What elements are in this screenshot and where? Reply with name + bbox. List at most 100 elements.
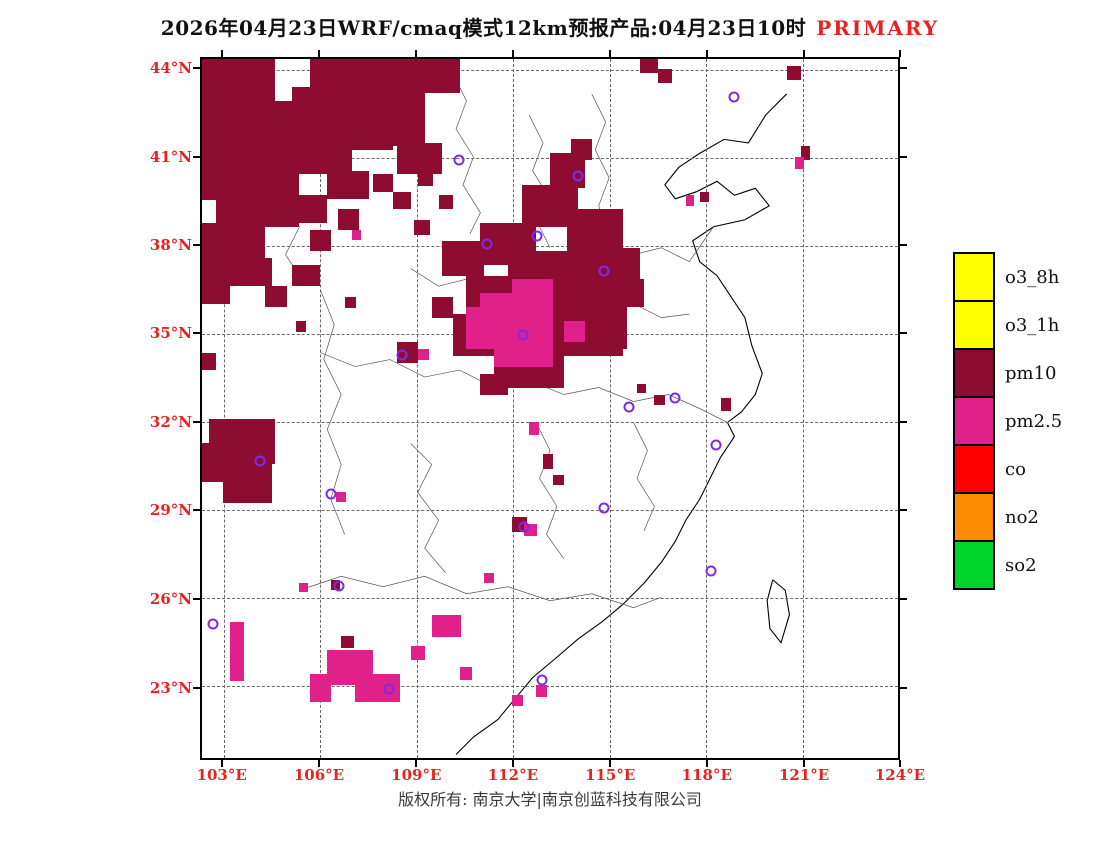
legend-item: o3_1h <box>953 300 1062 350</box>
pm10-patch <box>309 230 331 252</box>
legend-label: pm10 <box>1005 362 1057 384</box>
lat-tick-label: 23°N <box>149 678 192 697</box>
pm10-patch <box>365 118 425 147</box>
pm25-patch <box>511 695 523 707</box>
pm25-patch <box>299 583 309 593</box>
pm10-patch <box>431 296 453 318</box>
legend-swatch-o3_1h <box>953 300 995 350</box>
pm10-patch <box>654 394 665 405</box>
lat-gridline <box>202 70 898 72</box>
pm10-patch <box>657 69 672 84</box>
pm25-patch <box>529 422 539 436</box>
lat-tick-left <box>193 243 200 246</box>
station-markers <box>202 59 898 758</box>
station-marker <box>669 392 681 404</box>
station-marker <box>333 580 345 592</box>
legend-label: co <box>1005 458 1026 480</box>
pm25-patch <box>511 279 554 301</box>
province-border <box>634 422 655 530</box>
legend-label: pm2.5 <box>1005 410 1063 432</box>
lon-gridline <box>320 59 322 758</box>
legend-label: no2 <box>1005 506 1039 528</box>
coastline <box>456 94 787 755</box>
station-marker <box>453 154 465 166</box>
pm10-patch <box>202 59 276 105</box>
lon-tick-label: 121°E <box>778 766 830 784</box>
legend: o3_8h o3_1h pm10 pm2.5 co no2 so2 <box>953 252 1062 590</box>
legend-swatch-pm10 <box>953 348 995 398</box>
legend-item: so2 <box>953 540 1062 590</box>
lon-tick-top <box>318 50 320 57</box>
lon-gridline <box>513 59 515 758</box>
lon-tick-bottom <box>609 760 612 767</box>
legend-swatch-no2 <box>953 492 995 542</box>
lat-tick-label: 41°N <box>149 147 192 166</box>
lat-tick-right <box>900 332 907 335</box>
pm10-patch <box>720 398 731 411</box>
lat-gridline <box>202 597 898 599</box>
lon-gridline <box>609 59 611 758</box>
station-marker <box>572 170 584 182</box>
lat-tick-left <box>193 598 200 600</box>
pm10-patch <box>417 170 434 187</box>
pm25-patch <box>794 156 805 170</box>
legend-label: o3_8h <box>1005 266 1060 288</box>
pm10-patch <box>800 146 810 161</box>
pm10-patch <box>372 174 394 192</box>
pm25-patch <box>536 684 547 698</box>
legend-swatch-o3_8h <box>953 252 995 302</box>
title-pollutant-label: PRIMARY <box>816 16 940 40</box>
legend-item: pm10 <box>953 348 1062 398</box>
lat-tick-label: 26°N <box>149 590 192 608</box>
pm10-patch <box>202 352 216 371</box>
pm25-patch <box>309 674 331 703</box>
lat-gridline <box>202 509 898 511</box>
station-marker <box>623 401 635 413</box>
lat-tick-label: 38°N <box>149 235 192 254</box>
lat-tick-left <box>193 155 200 158</box>
page-title: 2026年04月23日WRF/cmaq模式12km预报产品:04月23日10时 P… <box>0 12 1100 41</box>
pm10-patch <box>396 142 443 175</box>
lat-tick-right <box>900 420 907 423</box>
pm10-patch <box>637 384 647 394</box>
lon-tick-bottom <box>705 760 708 767</box>
pm25-patch <box>410 646 425 661</box>
pm10-patch <box>285 195 328 224</box>
legend-item: co <box>953 444 1062 494</box>
pm10-patch <box>337 209 359 231</box>
lat-tick-label: 44°N <box>149 59 192 78</box>
pm10-patch <box>591 307 627 350</box>
pm25-patch <box>229 621 244 682</box>
lon-tick-bottom <box>318 760 320 767</box>
lon-tick-label: 115°E <box>585 766 636 784</box>
lon-tick-top <box>899 50 901 57</box>
lon-tick-bottom <box>511 760 514 767</box>
lat-tick-right <box>900 686 907 689</box>
station-marker <box>598 502 610 514</box>
pm10-patch <box>222 460 272 503</box>
lon-tick-top <box>609 50 612 57</box>
station-marker <box>254 455 266 467</box>
pm10-patch <box>480 373 509 395</box>
legend-swatch-pm2.5 <box>953 396 995 446</box>
pm10-patch <box>202 223 265 266</box>
station-marker <box>325 488 337 500</box>
lat-tick-left <box>193 509 200 512</box>
province-border <box>453 73 481 234</box>
pm10-patch <box>292 265 321 287</box>
pm10-patch <box>202 261 230 304</box>
copyright-footer: 版权所有: 南京大学|南京创蓝科技有限公司 <box>398 790 702 809</box>
pm10-patch <box>438 195 453 210</box>
lon-tick-top <box>803 50 806 57</box>
station-marker <box>598 265 610 277</box>
legend-swatch-so2 <box>953 540 995 590</box>
station-marker <box>207 618 219 630</box>
lon-tick-label: 109°E <box>391 766 442 784</box>
station-marker <box>481 238 493 250</box>
pm10-patch <box>567 209 624 252</box>
lat-tick-left <box>193 686 200 689</box>
lon-tick-bottom <box>220 760 223 767</box>
station-marker <box>383 683 395 695</box>
legend-item: no2 <box>953 492 1062 542</box>
